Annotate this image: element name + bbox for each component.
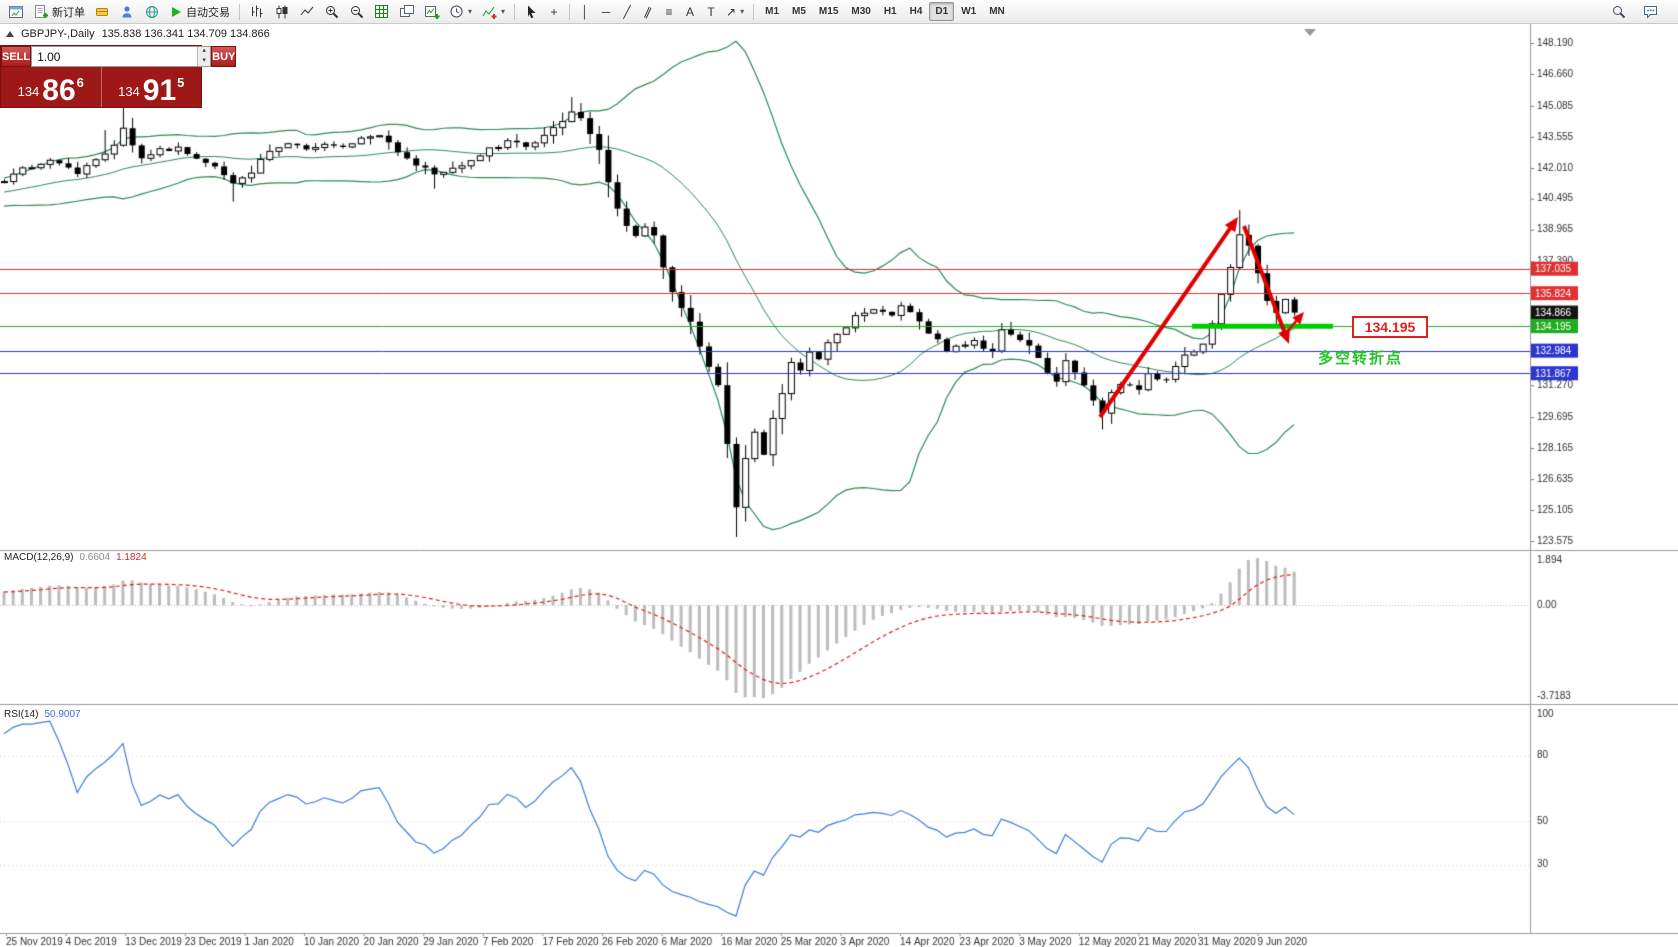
tile-windows-icon[interactable] bbox=[370, 2, 394, 22]
chevron-down-icon: ▾ bbox=[740, 7, 745, 16]
timeframe-m15[interactable]: M15 bbox=[818, 6, 839, 17]
chart-canvas[interactable] bbox=[0, 24, 1678, 947]
bar-chart-icon[interactable] bbox=[245, 2, 269, 22]
fibonacci-tool-icon[interactable]: ≡ bbox=[665, 4, 673, 19]
channel-tool-icon[interactable]: ∥ bbox=[642, 3, 654, 20]
sell-price-main: 134 bbox=[17, 84, 40, 99]
buy-price-big: 91 bbox=[142, 74, 177, 107]
support-level-callout[interactable]: 134.195 bbox=[1352, 316, 1428, 338]
label-tool-icon[interactable]: T bbox=[707, 4, 715, 19]
volume-stepper[interactable]: ▴ ▾ bbox=[31, 46, 212, 67]
macd-signal-value: 1.1824 bbox=[116, 552, 147, 563]
autotrading-button[interactable]: 自动交易 bbox=[165, 2, 234, 22]
indicators-icon[interactable]: ▾ bbox=[477, 2, 509, 22]
vertical-line-tool-icon[interactable]: │ bbox=[581, 4, 589, 19]
volume-increase-icon[interactable]: ▴ bbox=[198, 47, 211, 57]
chart-title-bar: GBPJPY-,Daily 135.838 136.341 134.709 13… bbox=[6, 28, 270, 40]
sell-button[interactable]: SELL bbox=[1, 46, 32, 67]
toolbar-right-group bbox=[1607, 2, 1663, 22]
line-chart-icon[interactable] bbox=[295, 2, 319, 22]
buy-price-main: 134 bbox=[118, 84, 140, 99]
sell-price-pip: 6 bbox=[76, 75, 84, 90]
text-tool-icon[interactable]: A bbox=[686, 4, 695, 19]
cascade-windows-icon[interactable] bbox=[395, 2, 419, 22]
new-chart-icon[interactable] bbox=[420, 2, 444, 22]
zoom-in-icon[interactable] bbox=[320, 2, 344, 22]
chart-ohlc-values: 135.838 136.341 134.709 134.866 bbox=[101, 28, 270, 40]
timeframe-m1[interactable]: M1 bbox=[765, 6, 780, 17]
main-toolbar: 新订单 自动交易 ▾ ▾ bbox=[0, 0, 1678, 24]
timeframe-m5[interactable]: M5 bbox=[792, 6, 806, 17]
market-icon[interactable] bbox=[90, 2, 114, 22]
rsi-name: RSI(14) bbox=[4, 709, 39, 720]
timeframe-w1[interactable]: W1 bbox=[961, 6, 977, 17]
community-icon[interactable] bbox=[140, 2, 164, 22]
macd-name: MACD(12,26,9) bbox=[4, 552, 74, 563]
trendline-tool-icon[interactable]: ╱ bbox=[623, 4, 631, 19]
new-order-icon bbox=[35, 4, 48, 18]
timeframe-h1[interactable]: H1 bbox=[883, 6, 897, 17]
toolbar-separator bbox=[753, 3, 755, 20]
crosshair-tool-icon[interactable]: + bbox=[550, 4, 558, 19]
rsi-value: 50.9007 bbox=[44, 709, 81, 720]
buy-price-pip: 5 bbox=[177, 75, 185, 90]
buy-button[interactable]: BUY bbox=[211, 46, 237, 67]
profile-icon[interactable] bbox=[115, 2, 139, 22]
volume-spin-buttons[interactable]: ▴ ▾ bbox=[197, 47, 211, 66]
chat-icon[interactable] bbox=[1639, 2, 1663, 22]
arrows-tool-icon[interactable]: ↗ ▾ bbox=[726, 4, 745, 19]
volume-decrease-icon[interactable]: ▾ bbox=[198, 56, 211, 66]
one-click-panel-toggle[interactable] bbox=[6, 31, 14, 37]
sell-price-display[interactable]: 134 86 6 bbox=[1, 67, 102, 107]
search-icon[interactable] bbox=[1607, 2, 1631, 22]
timeframe-m30[interactable]: M30 bbox=[851, 6, 871, 17]
macd-indicator-label: MACD(12,26,9) 0.6604 1.1824 bbox=[4, 552, 147, 563]
timeframe-mn[interactable]: MN bbox=[989, 6, 1005, 17]
chevron-down-icon: ▾ bbox=[501, 7, 506, 16]
volume-input[interactable] bbox=[32, 47, 198, 66]
turning-point-annotation: 多空转折点 bbox=[1318, 350, 1404, 367]
rsi-indicator-label: RSI(14) 50.9007 bbox=[4, 709, 81, 720]
candlestick-chart-icon[interactable] bbox=[270, 2, 294, 22]
timeframe-h4[interactable]: H4 bbox=[909, 6, 923, 17]
cursor-tool-icon[interactable] bbox=[520, 2, 543, 22]
horizontal-line-tool-icon[interactable]: ─ bbox=[601, 4, 611, 19]
toolbar-separator bbox=[239, 3, 240, 20]
timeframe-d1[interactable]: D1 bbox=[929, 2, 955, 21]
toolbar-separator bbox=[569, 3, 571, 20]
sell-price-big: 86 bbox=[42, 74, 76, 107]
autotrading-label: 自动交易 bbox=[186, 6, 230, 19]
zoom-out-icon[interactable] bbox=[345, 2, 369, 22]
chart-window-icon[interactable] bbox=[5, 2, 28, 22]
new-order-button[interactable]: 新订单 bbox=[29, 2, 89, 22]
toolbar-separator bbox=[514, 3, 516, 20]
chevron-down-icon: ▾ bbox=[468, 7, 473, 16]
chart-symbol-period: GBPJPY-,Daily bbox=[21, 28, 95, 40]
new-order-label: 新订单 bbox=[52, 6, 85, 19]
autotrading-play-icon bbox=[172, 6, 181, 17]
one-click-trading-panel: SELL ▴ ▾ BUY 134 86 6 134 91 5 bbox=[0, 45, 237, 108]
period-icon[interactable]: ▾ bbox=[445, 2, 476, 22]
buy-price-display[interactable]: 134 91 5 bbox=[102, 67, 202, 107]
macd-value: 0.6604 bbox=[79, 552, 111, 563]
